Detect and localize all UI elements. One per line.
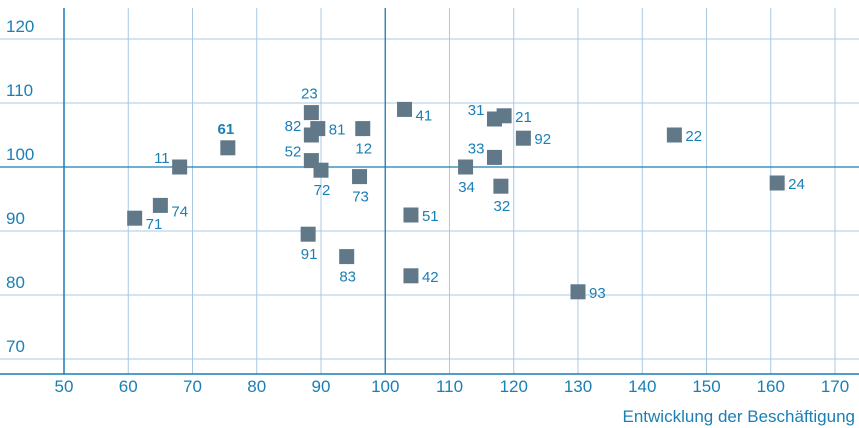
data-point-label: 22 [685,128,702,145]
data-point-marker [127,210,143,226]
data-point-marker [355,121,371,137]
data-point-marker [666,127,682,143]
data-point-label: 42 [422,269,439,286]
x-tick-label: 130 [564,377,592,396]
data-point-label: 93 [589,285,606,302]
data-point-label: 91 [301,246,318,263]
data-point-marker [403,268,419,284]
x-tick-label: 170 [821,377,849,396]
y-axis-ticks: 70 80 90 100 110 120 [6,17,34,356]
data-point-label: 74 [171,203,188,220]
data-point-label: 61 [217,121,234,138]
data-point-label: 31 [468,102,485,119]
x-tick-label: 160 [757,377,785,396]
y-tick-label: 110 [6,81,33,100]
grid [0,8,859,374]
data-point-marker [458,159,474,175]
data-point-marker [339,249,355,265]
data-points: 11 12 21 22 23 24 31 32 33 34 41 42 51 52 61 71 72 73 74 81… [127,86,805,302]
data-point-marker [352,169,368,185]
data-point-marker [220,140,236,156]
data-point-label: 83 [339,269,356,286]
data-point-label: 72 [314,182,331,199]
data-point-label: 23 [301,86,318,103]
data-point-label: 21 [515,109,532,126]
data-point-label: 32 [494,198,511,215]
x-tick-label: 140 [628,377,656,396]
data-point-marker [493,178,509,194]
data-point-label: 11 [154,150,170,167]
data-point-label: 73 [352,189,369,206]
data-point-label: 82 [285,118,302,135]
data-point-label: 12 [355,141,372,158]
x-tick-label: 50 [55,377,74,396]
data-point-marker [300,226,316,242]
data-point-label: 92 [534,131,551,148]
data-point-marker [397,101,413,117]
data-point-marker [303,105,319,121]
data-point-marker [486,149,502,165]
y-tick-label: 70 [6,337,25,356]
x-tick-label: 110 [436,377,463,396]
data-point-label: 34 [458,179,475,196]
data-point-label: 81 [329,122,346,139]
reference-lines [0,8,859,375]
data-point-label: 24 [788,176,805,193]
x-axis-ticks: 50 60 70 80 90 100 110 120 130 140 150 160 170 [55,377,850,396]
data-point-marker [313,162,329,178]
data-point-marker [172,159,188,175]
y-tick-label: 100 [6,145,34,164]
x-tick-label: 60 [119,377,138,396]
data-point-label: 52 [285,144,302,161]
data-point-label: 33 [468,140,485,157]
data-point-marker [403,207,419,223]
data-point-marker [570,284,586,300]
y-tick-label: 90 [6,209,25,228]
x-tick-label: 80 [247,377,266,396]
data-point-label: 41 [416,107,433,124]
x-tick-label: 100 [371,377,399,396]
x-tick-label: 120 [500,377,528,396]
data-point-marker [152,197,168,213]
data-point-label: 51 [422,208,439,225]
x-tick-label: 150 [692,377,720,396]
x-axis-title: Entwicklung der Beschäftigung [623,407,855,426]
data-point-marker [515,130,531,146]
x-tick-label: 90 [312,377,331,396]
data-point-label: 71 [146,216,163,233]
y-tick-label: 120 [6,17,34,36]
x-tick-label: 70 [183,377,202,396]
data-point-marker [303,127,319,143]
data-point-marker [769,175,785,191]
data-point-marker [486,111,502,127]
y-tick-label: 80 [6,273,25,292]
